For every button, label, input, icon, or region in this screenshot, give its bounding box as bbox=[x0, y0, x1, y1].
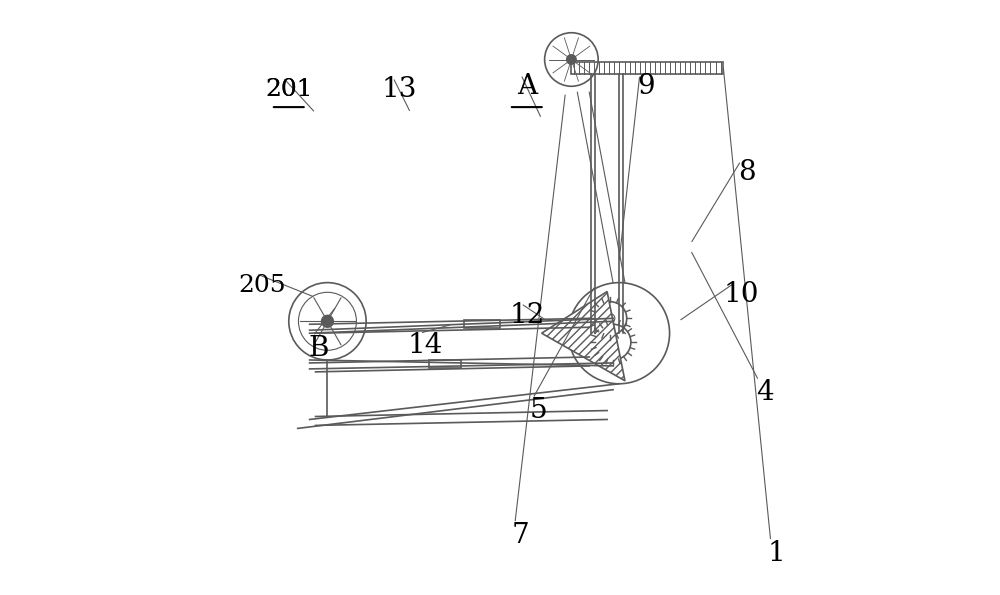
Text: A: A bbox=[517, 73, 537, 100]
Text: 205: 205 bbox=[238, 274, 286, 297]
Text: 8: 8 bbox=[738, 159, 756, 186]
Text: 12: 12 bbox=[509, 302, 544, 329]
Text: 4: 4 bbox=[756, 379, 774, 406]
Text: 1: 1 bbox=[768, 540, 786, 567]
Text: 10: 10 bbox=[723, 281, 759, 308]
Bar bbox=[571, 62, 723, 74]
Text: 7: 7 bbox=[512, 522, 530, 549]
Circle shape bbox=[567, 55, 576, 64]
Text: 5: 5 bbox=[530, 397, 547, 424]
Bar bbox=[429, 360, 461, 368]
Circle shape bbox=[609, 338, 617, 346]
Text: 9: 9 bbox=[637, 73, 655, 100]
Circle shape bbox=[322, 315, 333, 327]
Bar bbox=[464, 320, 500, 328]
Text: 201: 201 bbox=[265, 78, 313, 101]
Text: 14: 14 bbox=[408, 331, 443, 359]
Polygon shape bbox=[542, 292, 625, 381]
Text: 201: 201 bbox=[265, 78, 313, 101]
Text: B: B bbox=[308, 334, 329, 362]
Circle shape bbox=[605, 314, 615, 323]
Text: 13: 13 bbox=[381, 76, 417, 103]
